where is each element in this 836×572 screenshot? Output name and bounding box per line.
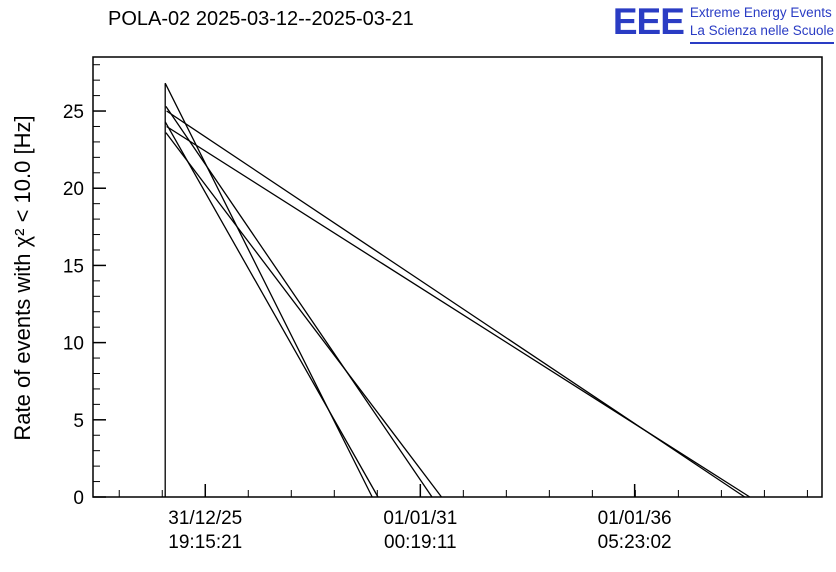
y-tick-label: 0 [73, 488, 84, 509]
eee-logo-letters: EEE [612, 1, 685, 42]
y-tick-label: 25 [63, 102, 84, 123]
series-mid-run-1 [165, 106, 433, 498]
eee-logo-line1: Extreme Energy Events [689, 5, 832, 20]
eee-logo: EEE Extreme Energy Events La Scienza nel… [612, 1, 834, 45]
x-tick-date: 01/01/31 [383, 508, 457, 529]
eee-logo-line2: La Scienza nelle Scuole [689, 22, 834, 38]
series-steep-run-2 [164, 121, 379, 498]
series-mid-run-2 [165, 132, 443, 498]
eee-logo-text: Extreme Energy Events La Scienza nelle S… [689, 4, 834, 45]
y-tick-label: 5 [73, 411, 84, 432]
x-tick-date: 01/01/36 [598, 508, 672, 529]
x-tick-time: 00:19:11 [384, 532, 457, 553]
x-tick-date: 31/12/25 [168, 508, 242, 529]
plot-frame [92, 56, 823, 498]
chart-title: POLA-02 2025-03-12--2025-03-21 [108, 8, 414, 30]
x-tick-time: 05:23:02 [598, 532, 672, 553]
x-tick-time: 19:15:21 [168, 532, 242, 553]
series-spike-and-steep-run [164, 82, 373, 498]
series-shallow-run-2 [166, 125, 751, 498]
y-tick-label: 10 [63, 334, 84, 355]
y-tick-label: 15 [63, 256, 84, 277]
y-tick-label: 20 [63, 179, 84, 200]
